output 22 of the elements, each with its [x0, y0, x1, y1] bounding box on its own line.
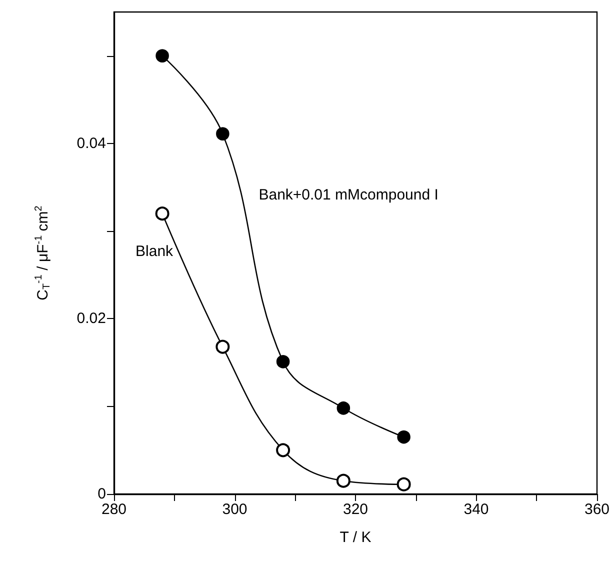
point	[216, 340, 230, 354]
point	[336, 474, 350, 488]
point	[396, 477, 411, 492]
point	[336, 401, 350, 415]
y-tick-label: 0.04	[76, 134, 106, 152]
x-tick-label: 280	[101, 501, 127, 518]
x-tick-label: 340	[464, 501, 489, 518]
point	[397, 430, 410, 444]
x-tick-label: 300	[222, 501, 248, 518]
point	[156, 49, 169, 62]
x-tick-label: 360	[584, 501, 610, 518]
point	[216, 127, 230, 140]
point	[276, 355, 290, 368]
point	[276, 443, 290, 458]
point	[155, 206, 170, 221]
x-tick-label: 320	[342, 501, 368, 518]
y-tick-label: 0.02	[76, 310, 106, 328]
series-label: Bank+0.01 mMcompound I	[258, 186, 438, 204]
y-tick-label: 0	[98, 486, 106, 502]
y-axis-title: CT-1 / μF-1 cm2	[34, 205, 52, 300]
series-label: Blank	[136, 243, 174, 260]
x-axis-title: T / K	[340, 529, 372, 546]
